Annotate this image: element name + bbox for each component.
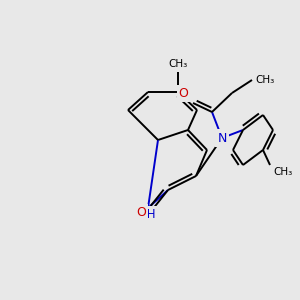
- Text: CH₃: CH₃: [168, 59, 188, 69]
- Text: N: N: [217, 131, 227, 145]
- Text: NH: NH: [139, 208, 157, 221]
- Text: CH₃: CH₃: [273, 167, 292, 176]
- Text: CH₃: CH₃: [255, 75, 274, 85]
- Text: O: O: [178, 87, 188, 100]
- Text: O: O: [136, 206, 146, 220]
